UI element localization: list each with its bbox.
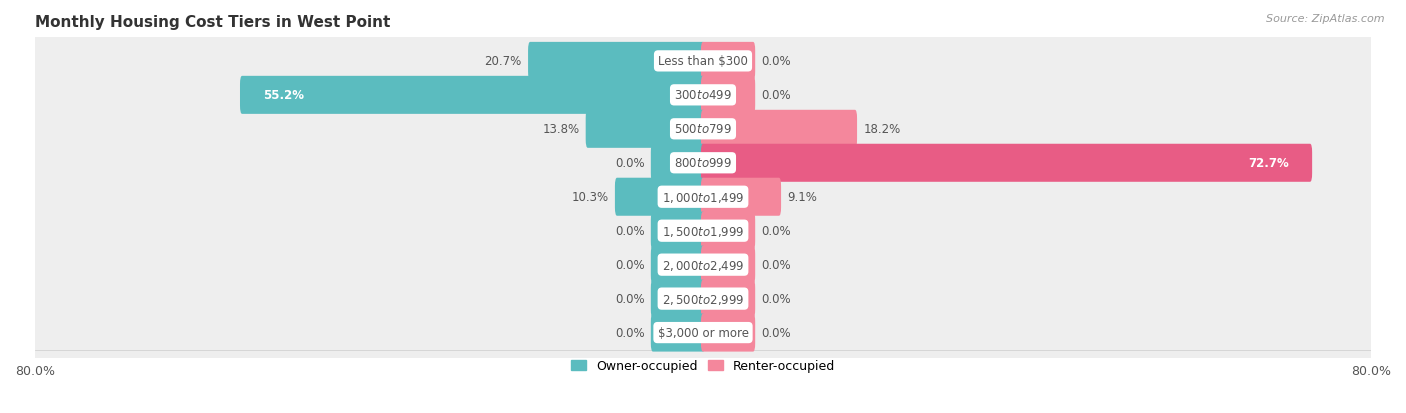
Text: Less than $300: Less than $300	[658, 55, 748, 68]
Text: $2,500 to $2,999: $2,500 to $2,999	[662, 292, 744, 306]
Text: 0.0%: 0.0%	[762, 225, 792, 237]
Legend: Owner-occupied, Renter-occupied: Owner-occupied, Renter-occupied	[567, 355, 839, 377]
FancyBboxPatch shape	[702, 212, 755, 250]
Text: 55.2%: 55.2%	[263, 89, 304, 102]
Text: 0.0%: 0.0%	[762, 55, 792, 68]
Text: 9.1%: 9.1%	[787, 191, 817, 204]
FancyBboxPatch shape	[32, 205, 1374, 257]
Text: Monthly Housing Cost Tiers in West Point: Monthly Housing Cost Tiers in West Point	[35, 15, 391, 30]
FancyBboxPatch shape	[702, 280, 755, 318]
FancyBboxPatch shape	[32, 36, 1374, 88]
FancyBboxPatch shape	[702, 314, 755, 352]
Text: Source: ZipAtlas.com: Source: ZipAtlas.com	[1267, 14, 1385, 24]
FancyBboxPatch shape	[702, 145, 1312, 183]
Text: 0.0%: 0.0%	[614, 292, 644, 305]
Text: 0.0%: 0.0%	[762, 326, 792, 339]
FancyBboxPatch shape	[702, 246, 755, 284]
FancyBboxPatch shape	[32, 307, 1374, 359]
FancyBboxPatch shape	[702, 178, 782, 216]
FancyBboxPatch shape	[32, 273, 1374, 325]
FancyBboxPatch shape	[32, 239, 1374, 291]
Text: 0.0%: 0.0%	[762, 259, 792, 271]
FancyBboxPatch shape	[651, 212, 704, 250]
Text: 18.2%: 18.2%	[863, 123, 901, 136]
Text: 0.0%: 0.0%	[762, 89, 792, 102]
FancyBboxPatch shape	[702, 111, 858, 148]
FancyBboxPatch shape	[702, 77, 755, 114]
FancyBboxPatch shape	[651, 280, 704, 318]
Text: 13.8%: 13.8%	[543, 123, 579, 136]
Text: 0.0%: 0.0%	[614, 326, 644, 339]
FancyBboxPatch shape	[702, 43, 755, 81]
FancyBboxPatch shape	[651, 246, 704, 284]
Text: 0.0%: 0.0%	[614, 259, 644, 271]
Text: 20.7%: 20.7%	[485, 55, 522, 68]
FancyBboxPatch shape	[32, 103, 1374, 156]
Text: 72.7%: 72.7%	[1249, 157, 1289, 170]
Text: $1,000 to $1,499: $1,000 to $1,499	[662, 190, 744, 204]
Text: 0.0%: 0.0%	[614, 157, 644, 170]
Text: $800 to $999: $800 to $999	[673, 157, 733, 170]
Text: $2,000 to $2,499: $2,000 to $2,499	[662, 258, 744, 272]
Text: 10.3%: 10.3%	[571, 191, 609, 204]
FancyBboxPatch shape	[32, 171, 1374, 223]
Text: $3,000 or more: $3,000 or more	[658, 326, 748, 339]
FancyBboxPatch shape	[529, 43, 704, 81]
Text: $300 to $499: $300 to $499	[673, 89, 733, 102]
FancyBboxPatch shape	[32, 69, 1374, 122]
FancyBboxPatch shape	[240, 77, 704, 114]
FancyBboxPatch shape	[586, 111, 704, 148]
Text: $1,500 to $1,999: $1,500 to $1,999	[662, 224, 744, 238]
Text: 0.0%: 0.0%	[762, 292, 792, 305]
FancyBboxPatch shape	[651, 314, 704, 352]
Text: 0.0%: 0.0%	[614, 225, 644, 237]
FancyBboxPatch shape	[614, 178, 704, 216]
FancyBboxPatch shape	[32, 137, 1374, 190]
Text: $500 to $799: $500 to $799	[673, 123, 733, 136]
FancyBboxPatch shape	[651, 145, 704, 183]
